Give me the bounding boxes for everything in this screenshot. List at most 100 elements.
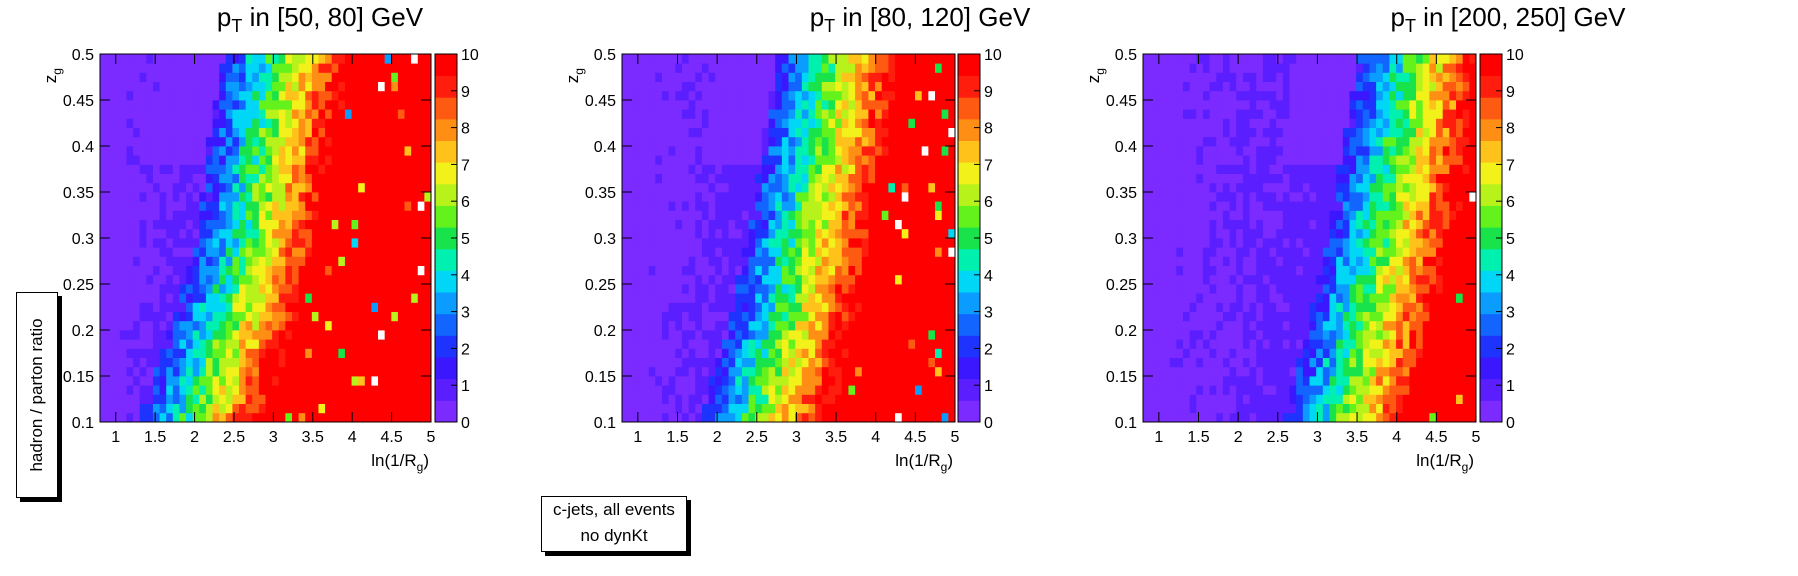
heatmap-cell [291, 155, 299, 165]
heatmap-cell [668, 302, 676, 312]
heatmap-cell [888, 403, 896, 414]
heatmap-cell [172, 182, 180, 193]
heatmap-cell [701, 90, 709, 101]
heatmap-cell [801, 182, 809, 193]
heatmap-cell [1316, 412, 1324, 423]
heatmap-cell [325, 54, 333, 64]
heatmap-cell [1429, 302, 1437, 312]
heatmap-cell [199, 412, 207, 423]
heatmap-panel-2: pT in [80, 120] GeV 1 1.5 2 2.5 3 3.5 4 4.5 5 0.1… [563, 0, 1200, 576]
heatmap-cell [351, 136, 359, 147]
heatmap-cell [1416, 412, 1424, 423]
heatmap-cell [371, 366, 379, 377]
heatmap-cell [378, 256, 386, 266]
heatmap-cell [1169, 339, 1177, 349]
heatmap-cell [331, 173, 339, 184]
heatmap-cell [721, 192, 729, 202]
heatmap-cell [411, 228, 419, 239]
heatmap-cell [166, 302, 174, 312]
heatmap-cell [225, 412, 233, 423]
heatmap-cell [1256, 366, 1264, 377]
heatmap-cell [861, 72, 869, 82]
heatmap-cell [1462, 366, 1470, 377]
heatmap-cell [311, 311, 319, 322]
heatmap-cell [1322, 311, 1330, 322]
heatmap-cell [761, 100, 769, 110]
heatmap-cell [205, 265, 213, 276]
heatmap-cell [252, 54, 260, 64]
heatmap-cell [668, 173, 676, 184]
heatmap-cell [1289, 385, 1297, 395]
heatmap-cell [895, 357, 903, 368]
heatmap-cell [384, 376, 392, 386]
heatmap-cell [661, 330, 670, 340]
heatmap-cell [901, 357, 909, 368]
heatmap-cell [788, 118, 796, 128]
heatmap-cell [126, 146, 134, 156]
heatmap-cell [928, 394, 936, 404]
heatmap-cell [848, 118, 856, 128]
heatmap-cell [1182, 293, 1191, 303]
heatmap-cell [855, 72, 863, 82]
heatmap-cell [1169, 412, 1177, 423]
heatmap-cell [688, 100, 696, 110]
heatmap-cell [795, 136, 803, 147]
heatmap-cell [915, 228, 923, 239]
heatmap-cell [688, 201, 696, 211]
heatmap-cell [331, 357, 339, 368]
heatmap-cell [1269, 385, 1277, 395]
heatmap-cell [391, 90, 399, 101]
heatmap-cell [768, 54, 776, 64]
heatmap-cell [371, 219, 379, 230]
heatmap-cell [755, 63, 763, 73]
heatmap-cell [179, 274, 187, 285]
heatmap-cell [1382, 284, 1390, 294]
heatmap-cell [364, 366, 372, 377]
heatmap-cell [855, 394, 863, 404]
heatmap-cell [695, 385, 703, 395]
heatmap-cell [648, 412, 656, 423]
heatmap-cell [239, 136, 247, 147]
heatmap-cell [378, 155, 386, 165]
heatmap-cell [695, 403, 703, 414]
heatmap-cell [404, 192, 412, 202]
heatmap-cell [915, 201, 923, 211]
heatmap-cell [708, 100, 716, 110]
colorbar-tick-label: 1 [984, 378, 993, 395]
heatmap-cell [935, 210, 943, 220]
heatmap-cell [828, 192, 836, 202]
heatmap-cell [668, 339, 676, 349]
heatmap-cell [212, 100, 220, 110]
heatmap-cell [1362, 348, 1370, 358]
heatmap-cell [661, 247, 670, 257]
heatmap-cell [761, 302, 769, 312]
heatmap-cell [133, 90, 141, 101]
heatmap-cell [935, 118, 943, 128]
heatmap-cell [921, 284, 929, 294]
heatmap-cell [166, 219, 174, 230]
heatmap-cell [1402, 320, 1410, 331]
heatmap-cell [775, 339, 783, 349]
heatmap-cell [941, 173, 949, 184]
heatmap-cell [152, 109, 160, 119]
heatmap-cell [781, 100, 789, 110]
heatmap-cell [915, 81, 923, 92]
heatmap-cell [351, 376, 359, 386]
heatmap-cell [901, 136, 909, 147]
heatmap-cell [881, 100, 889, 110]
heatmap-cell [622, 366, 630, 377]
heatmap-cell [199, 320, 207, 331]
heatmap-cell [908, 118, 916, 128]
heatmap-cell [861, 330, 869, 340]
heatmap-cell [1156, 330, 1164, 340]
heatmap-cell [219, 155, 227, 165]
heatmap-cell [1269, 320, 1277, 331]
heatmap-cell [928, 127, 936, 138]
heatmap-cell [1342, 403, 1350, 414]
heatmap-cell [828, 320, 836, 331]
heatmap-cell [404, 210, 412, 220]
heatmap-cell [205, 366, 213, 377]
heatmap-cell [695, 72, 703, 82]
heatmap-cell [1356, 284, 1364, 294]
heatmap-cell [815, 311, 823, 322]
